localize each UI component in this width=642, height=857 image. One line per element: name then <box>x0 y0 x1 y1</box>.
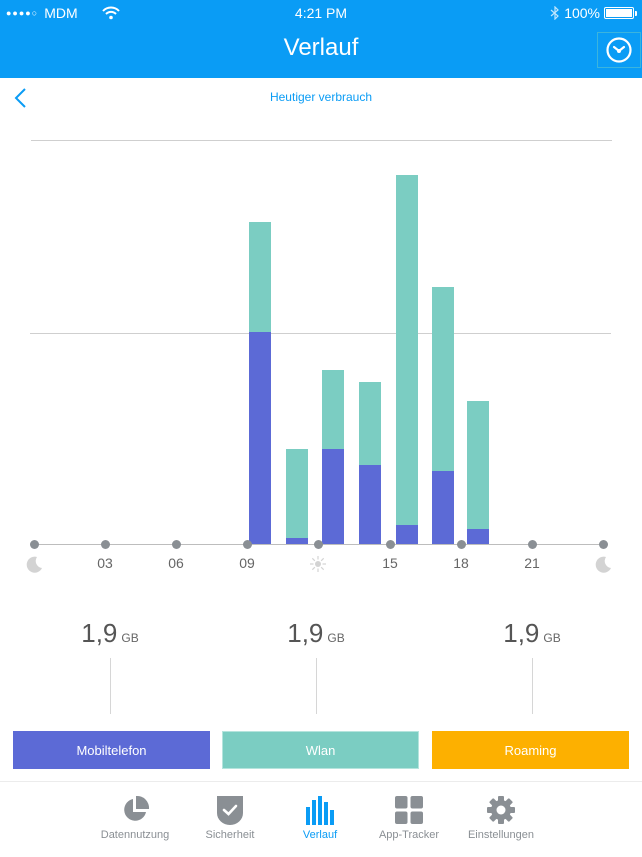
shield-check-icon <box>217 796 243 825</box>
bluetooth-icon <box>550 6 560 20</box>
wifi-icon <box>101 6 120 20</box>
bar-segment-wlan <box>432 287 454 471</box>
bar-segment-mobile <box>286 538 308 544</box>
axis-dot <box>100 540 110 549</box>
bar-segment-wlan <box>396 175 418 525</box>
battery-percent: 100% <box>564 5 600 21</box>
bar-segment-wlan <box>322 370 344 450</box>
axis-dot <box>171 540 181 549</box>
nav-bar: Verlauf <box>0 26 642 78</box>
moon-icon <box>26 556 42 573</box>
tab-app-tracker[interactable]: App-Tracker <box>361 794 457 841</box>
stats-row: 1,9 GB 1,9 GB 1,9 GB <box>0 618 642 718</box>
tab-label: App-Tracker <box>378 829 440 841</box>
x-tick-label: 15 <box>382 555 398 571</box>
pie-chart-icon <box>124 795 150 821</box>
axis-dot <box>598 540 608 549</box>
bar-segment-mobile <box>396 524 418 544</box>
stacked-bar <box>432 287 454 544</box>
axis-dot <box>242 540 252 549</box>
tab-label: Verlauf <box>302 829 338 841</box>
x-tick-label: 18 <box>453 555 469 571</box>
grid-icon <box>395 796 423 824</box>
back-button[interactable] <box>10 86 34 110</box>
axis-dot <box>385 540 395 549</box>
connector-line <box>110 658 111 714</box>
tab-einstellungen[interactable]: Einstellungen <box>453 794 549 841</box>
axis-dot <box>527 540 537 549</box>
axis-dot <box>456 540 466 549</box>
battery-icon <box>604 7 637 19</box>
history-clock-button[interactable] <box>597 32 641 68</box>
stacked-bar <box>249 221 271 544</box>
chevron-left-icon <box>14 88 26 108</box>
bar-segment-mobile <box>359 464 381 544</box>
axis-dot <box>29 540 39 549</box>
tab-sicherheit[interactable]: Sicherheit <box>182 794 278 841</box>
clock-icon <box>606 37 632 63</box>
stacked-bar <box>286 449 308 544</box>
tab-datennutzung[interactable]: Datennutzung <box>87 794 183 841</box>
tab-label: Sicherheit <box>205 829 255 841</box>
x-tick-label: 21 <box>524 555 540 571</box>
stat-value: 1,9 <box>81 618 118 648</box>
bar-segment-mobile <box>322 449 344 544</box>
stat-unit: GB <box>121 631 139 645</box>
x-tick-label: 09 <box>239 555 255 571</box>
stat-value: 1,9 <box>503 618 540 648</box>
tab-label: Datennutzung <box>100 829 170 841</box>
tab-verlauf[interactable]: Verlauf <box>272 794 368 841</box>
bar-segment-wlan <box>249 221 271 332</box>
bar-chart-icon <box>306 796 334 825</box>
stacked-bar <box>359 381 381 544</box>
connector-line <box>532 658 533 714</box>
stacked-bar <box>467 401 489 544</box>
tab-bar: Datennutzung Sicherheit Verlauf <box>0 781 642 857</box>
legend-mobiltelefon-button[interactable]: Mobiltelefon <box>13 731 210 769</box>
gear-icon <box>487 796 515 824</box>
x-tick-label: 06 <box>168 555 184 571</box>
stacked-bar <box>322 370 344 544</box>
stat-unit: GB <box>327 631 345 645</box>
carrier-name: MDM <box>44 5 78 21</box>
legend-wlan-button[interactable]: Wlan <box>222 731 419 769</box>
stat-unit: GB <box>543 631 561 645</box>
subheader: Heutiger verbrauch <box>0 78 642 118</box>
axis-dot <box>313 540 323 549</box>
stat-mobile: 1,9 GB <box>10 618 210 714</box>
connector-line <box>316 658 317 714</box>
bar-segment-mobile <box>249 331 271 544</box>
gridline-middle <box>30 333 611 334</box>
legend-roaming-button[interactable]: Roaming <box>432 731 629 769</box>
chart-title: Heutiger verbrauch <box>269 90 373 104</box>
status-bar: ●●●●○ MDM 4:21 PM 100% <box>0 0 642 26</box>
moon-icon <box>595 556 611 573</box>
bar-segment-wlan <box>467 401 489 529</box>
status-right: 100% <box>550 5 637 21</box>
bar-segment-wlan <box>286 449 308 539</box>
x-tick-label: 03 <box>97 555 113 571</box>
bar-segment-wlan <box>359 381 381 465</box>
stat-wlan: 1,9 GB <box>216 618 416 714</box>
tab-label: Einstellungen <box>467 829 535 841</box>
page-title: Verlauf <box>283 34 359 61</box>
stat-roaming: 1,9 GB <box>432 618 632 714</box>
gridline-top <box>31 140 612 141</box>
bar-segment-mobile <box>467 528 489 544</box>
usage-chart: 03 06 09 15 18 21 <box>0 118 642 588</box>
signal-strength-icon: ●●●●○ <box>6 8 39 18</box>
stacked-bar <box>396 175 418 544</box>
stat-value: 1,9 <box>287 618 324 648</box>
status-time: 4:21 PM <box>294 5 348 21</box>
bar-segment-mobile <box>432 470 454 544</box>
sun-icon <box>310 556 326 572</box>
status-left: ●●●●○ MDM <box>6 5 120 21</box>
